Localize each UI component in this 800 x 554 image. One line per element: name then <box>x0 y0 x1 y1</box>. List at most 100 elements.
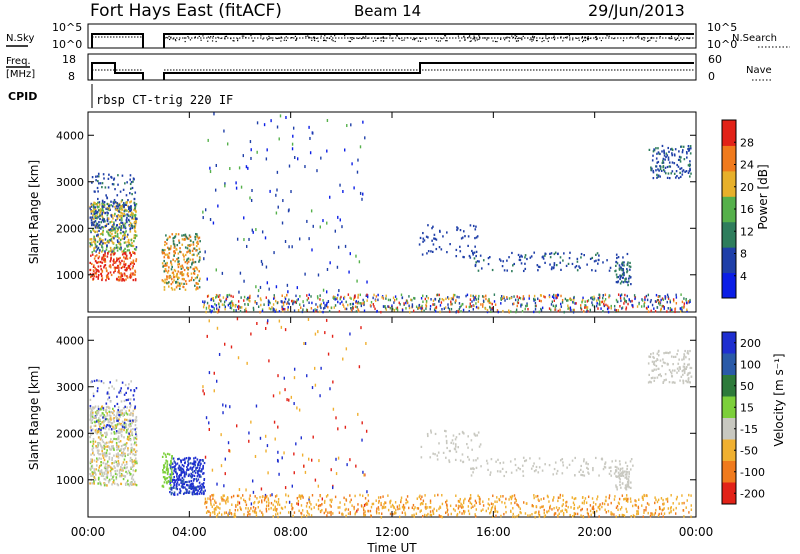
power-mark <box>586 300 589 303</box>
velocity-mark <box>98 423 101 426</box>
velocity-mark <box>314 332 317 336</box>
velocity-mark <box>198 467 201 470</box>
power-mark <box>126 267 128 271</box>
velocity-mark <box>194 489 196 492</box>
power-mark <box>520 303 522 307</box>
velocity-mark <box>99 472 102 476</box>
velocity-mark <box>132 453 134 456</box>
power-mark <box>670 172 673 175</box>
velocity-mark <box>108 407 111 410</box>
power-mark <box>181 243 184 246</box>
velocity-mark <box>216 326 219 330</box>
power-mark <box>119 275 122 279</box>
velocity-mark <box>118 440 121 444</box>
velocity-mark <box>183 465 185 468</box>
power-mark <box>100 268 103 271</box>
power-mark <box>117 240 119 244</box>
power-mark <box>458 308 460 311</box>
velocity-mark <box>432 512 435 516</box>
velocity-mark <box>653 513 655 516</box>
velocity-mark <box>445 435 447 438</box>
velocity-mark <box>311 386 314 390</box>
power-mark <box>419 306 421 309</box>
velocity-mark <box>411 514 413 517</box>
velocity-mark <box>186 466 188 469</box>
velocity-mark <box>117 431 120 434</box>
power-mark <box>293 309 296 312</box>
velocity-mark <box>96 411 98 414</box>
power-mark <box>459 250 462 253</box>
velocity-mark <box>127 398 129 402</box>
nsky-noise-dot <box>562 40 564 42</box>
velocity-mark <box>517 513 520 517</box>
power-mark <box>195 266 198 269</box>
velocity-mark <box>122 424 124 427</box>
power-mark <box>584 306 586 309</box>
velocity-mark <box>411 506 414 510</box>
velocity-mark <box>204 502 206 505</box>
nsky-noise-dot <box>237 39 239 42</box>
nsky-noise-dot <box>511 35 513 37</box>
power-mark <box>113 228 116 231</box>
power-mark <box>95 250 97 253</box>
power-mark <box>655 157 658 160</box>
power-mark <box>411 303 414 306</box>
power-mark <box>110 238 113 241</box>
velocity-mark <box>108 418 111 421</box>
power-mark <box>186 237 189 240</box>
power-mark <box>553 252 556 256</box>
nsky-noise-dot <box>184 40 186 43</box>
velocity-mark <box>109 447 111 450</box>
power-mark <box>125 202 128 205</box>
power-mark <box>103 177 105 180</box>
power-mark <box>180 251 182 254</box>
power-mark <box>425 301 428 304</box>
nsky-noise-dot <box>172 38 174 40</box>
power-mark <box>396 306 399 310</box>
velocity-mark <box>122 461 125 464</box>
power-mark <box>406 301 409 305</box>
velocity-mark <box>243 513 245 516</box>
power-mark <box>270 307 272 311</box>
power-mark <box>196 276 198 279</box>
power-mark <box>480 267 483 270</box>
power-mark <box>438 229 441 232</box>
power-mark <box>616 276 618 279</box>
velocity-mark <box>202 472 204 475</box>
power-mark <box>675 170 678 173</box>
velocity-mark <box>608 472 611 475</box>
velocity-mark <box>124 483 127 487</box>
velocity-mark <box>509 495 512 499</box>
power-mark <box>524 307 526 311</box>
velocity-mark <box>100 437 103 440</box>
velocity-mark <box>89 404 92 408</box>
power-mark <box>683 302 686 305</box>
power-mark <box>95 211 98 214</box>
velocity-mark <box>123 426 126 429</box>
power-mark <box>583 253 585 257</box>
power-mark <box>623 273 625 277</box>
velocity-mark <box>252 505 255 509</box>
velocity-mark <box>662 358 664 361</box>
power-mark <box>126 276 129 279</box>
power-mark <box>624 280 626 283</box>
velocity-mark <box>172 478 175 481</box>
power-mark <box>250 156 252 160</box>
power-mark <box>199 240 201 243</box>
power-mark <box>293 300 295 304</box>
power-mark <box>451 297 453 300</box>
power-mark <box>89 238 92 241</box>
nsky-noise-dot <box>512 36 515 38</box>
power-mark <box>133 225 136 228</box>
power-mark <box>643 304 645 308</box>
power-mark <box>116 224 119 227</box>
power-mark <box>93 249 95 252</box>
power-mark <box>119 218 121 222</box>
velocity-mark <box>642 498 644 501</box>
velocity-mark <box>100 380 103 383</box>
power-mark <box>107 252 109 255</box>
power-mark <box>297 157 299 161</box>
power-mark <box>97 257 100 260</box>
velocity-mark <box>181 481 183 484</box>
power-mark <box>104 220 106 223</box>
